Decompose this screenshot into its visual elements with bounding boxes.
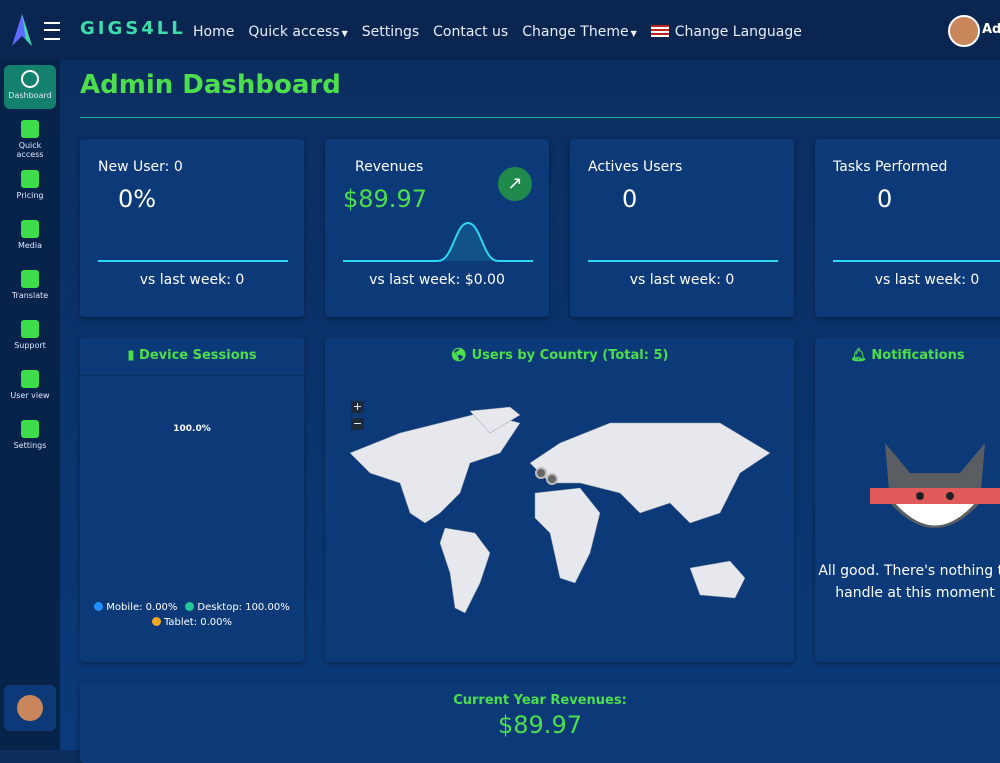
revenue-value: $89.97: [498, 711, 582, 739]
panel-title: ▮ Device Sessions: [127, 348, 257, 363]
sidebar-item[interactable]: Support: [4, 315, 56, 359]
stat-card: Tasks Performed 0 vs last week: 0: [815, 139, 1000, 317]
legend-item: Tablet: 0.00%: [151, 617, 233, 628]
sparkline: [833, 260, 1000, 262]
sidebar-label: Settings: [13, 441, 47, 450]
user-avatar[interactable]: [948, 15, 980, 47]
sidebar-item[interactable]: Media: [4, 215, 56, 259]
card-value: 0%: [118, 185, 157, 213]
panel-title-text: Notifications: [871, 348, 965, 363]
card-title: New User: 0: [98, 159, 183, 175]
page-title: Admin Dashboard: [80, 70, 341, 100]
legend-label: Mobile: 0.00%: [106, 602, 178, 613]
cat-illustration: [870, 443, 1000, 528]
map-panel: 🌎︎ Users by Country (Total: 5) + −: [325, 338, 794, 662]
card-value: 0: [622, 185, 638, 213]
card-footer: vs last week: 0: [874, 272, 980, 288]
trend-icon: ↗: [498, 167, 532, 201]
divider: [80, 117, 1000, 118]
sidebar-label: User view: [10, 391, 50, 400]
card-title: Tasks Performed: [833, 159, 948, 175]
donut-chart: 100.0%: [173, 424, 211, 434]
nav-link[interactable]: Change Language: [674, 24, 802, 40]
stat-card: New User: 0 0% vs last week: 0: [80, 139, 304, 317]
nav-links: Home Quick access ▼ Settings Contact us Chang…: [193, 24, 802, 40]
legend: Mobile: 0.00% Desktop: 100.00% Tablet: 0.0…: [80, 600, 304, 630]
card-title: Actives Users: [588, 159, 683, 175]
nav-link[interactable]: Change Theme: [522, 24, 629, 40]
notification-message: All good. There's nothing to handle at t…: [818, 563, 1000, 601]
sidebar-label: Dashboard: [8, 91, 52, 100]
legend-item: Desktop: 100.00%: [185, 602, 290, 613]
sparkline: [98, 260, 288, 262]
sidebar-avatar[interactable]: [4, 685, 56, 731]
legend-item: Mobile: 0.00%: [94, 602, 177, 613]
card-title: Revenues: [355, 159, 424, 175]
menu-toggle[interactable]: [44, 22, 60, 40]
nav-link[interactable]: Home: [193, 24, 235, 40]
nav-link[interactable]: Contact us: [433, 24, 509, 40]
map-marker[interactable]: [546, 473, 558, 485]
sidebar-label: Media: [17, 241, 43, 250]
device-sessions-panel: ▮ Device Sessions 100.0% Mobile: 0.00% De…: [80, 338, 304, 662]
legend-swatch: [94, 602, 104, 611]
notifications-panel: 🔔︎ Notifications All good. There's nothi…: [815, 338, 1000, 662]
revenue-title: Current Year Revenues:: [453, 693, 627, 708]
legend-swatch: [185, 602, 195, 611]
sidebar-label: Quick access: [16, 141, 44, 159]
revenue-panel: Current Year Revenues: $89.97: [80, 683, 1000, 763]
stat-card: Revenues $89.97 ↗ vs last week: $0.00: [325, 139, 549, 317]
sidebar-item[interactable]: Translate: [4, 265, 56, 309]
card-footer: vs last week: $0.00: [369, 272, 505, 288]
panel-title-text: Device Sessions: [139, 348, 257, 363]
card-value: 0: [877, 185, 893, 213]
card-footer: vs last week: 0: [629, 272, 735, 288]
sidebar-label: Translate: [11, 291, 49, 300]
sidebar-label: Pricing: [16, 191, 44, 200]
sidebar-label: Support: [14, 341, 46, 350]
panel-title-text: Users by Country (Total: 5): [471, 348, 669, 363]
sparkline: [588, 260, 778, 262]
sidebar-item[interactable]: Quick access: [4, 115, 56, 159]
nav-link[interactable]: Settings: [361, 24, 420, 40]
zoom-out[interactable]: −: [351, 417, 364, 430]
slice-label: 100.0%: [173, 424, 211, 434]
legend-swatch: [151, 617, 161, 626]
sidebar-item[interactable]: Settings: [4, 415, 56, 459]
legend-label: Desktop: 100.00%: [197, 602, 290, 613]
panel-title: 🔔︎ Notifications: [850, 348, 965, 363]
sparkline: [343, 221, 533, 262]
panel-title: 🌎︎ Users by Country (Total: 5): [450, 348, 669, 363]
nav-link[interactable]: Quick access: [248, 24, 340, 40]
map-marker[interactable]: [535, 467, 547, 479]
sidebar: Dashboard Quick access Pricing Media Tra…: [0, 60, 60, 750]
legend-label: Tablet: 0.00%: [163, 617, 233, 628]
zoom-in[interactable]: +: [351, 400, 364, 413]
sidebar-item[interactable]: Pricing: [4, 165, 56, 209]
card-footer: vs last week: 0: [139, 272, 245, 288]
world-map: [349, 406, 771, 614]
top-nav: GIGS4LL Home Quick access ▼ Settings Contact…: [0, 0, 1000, 60]
card-value: $89.97: [343, 185, 427, 213]
sidebar-item[interactable]: User view: [4, 365, 56, 409]
logo: [12, 14, 32, 46]
sidebar-item[interactable]: Dashboard: [4, 65, 56, 109]
user-name[interactable]: Admin: [982, 22, 1000, 37]
brand[interactable]: GIGS4LL: [80, 18, 186, 39]
stat-card: Actives Users 0 vs last week: 0: [570, 139, 794, 317]
